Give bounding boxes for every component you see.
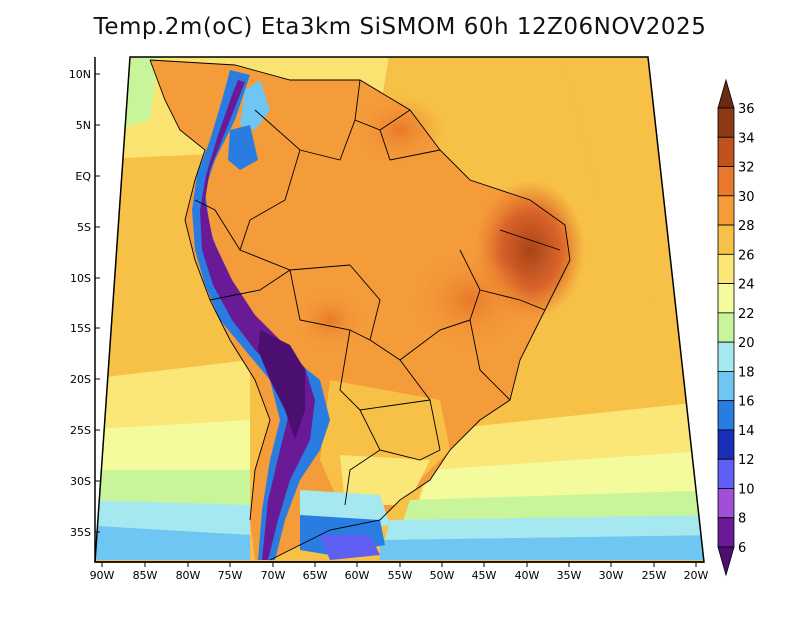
colorbar-segment [717,341,735,372]
altiplano-coldest [258,330,305,440]
colorbar-label: 10 [738,482,755,497]
lon-label-35w: 35W [557,569,582,582]
lon-label-80w: 80W [176,569,201,582]
lon-label-50w: 50W [430,569,455,582]
lat-label-15s: 15S [70,322,91,335]
lat-label-eq: EQ [75,170,91,183]
colorbar-segment [717,253,735,284]
lon-label-45w: 45W [472,569,497,582]
lat-label-30s: 30S [70,475,91,488]
colorbar-segment [717,224,735,255]
lat-label-25s: 25S [70,424,91,437]
colorbar-label: 32 [738,161,755,176]
colorbar-label: 22 [738,307,755,322]
lon-label-30w: 30W [599,569,624,582]
colorbar: 36 34 32 30 28 26 24 22 20 18 16 14 12 10 8 6 [717,78,755,577]
patagonia-colder [320,535,380,560]
colorbar-segment [717,166,735,197]
lat-label-5s: 5S [77,221,91,234]
continent-south-mild [340,455,430,505]
lon-label-65w: 65W [303,569,328,582]
colorbar-segment [717,195,735,226]
colorbar-label: 14 [738,424,755,439]
lon-label-90w: 90W [90,569,115,582]
hotspot-west-central [295,290,365,350]
colorbar-label: 28 [738,219,755,234]
colorbar-segment [717,458,735,489]
colorbar-label: 30 [738,190,755,205]
colorbar-segment [717,312,735,343]
ocean-pacific-colder [95,525,250,560]
lon-label-55w: 55W [388,569,413,582]
lat-label-5n: 5N [76,119,91,132]
lon-label-85w: 85W [133,569,158,582]
hotspot-north [355,95,445,165]
colorbar-label: 8 [738,512,746,527]
venezuela-highlands [240,80,270,130]
lon-label-75w: 75W [218,569,243,582]
longitude-axis: 90W 85W 80W 75W 70W 65W 60W 55W 50W 45W … [90,562,709,582]
lon-label-25w: 25W [642,569,667,582]
colorbar-segment [717,400,735,431]
map-field [95,57,704,562]
lon-label-20w: 20W [684,569,709,582]
hotspot-central [410,250,530,350]
colorbar-segment [717,517,735,548]
colorbar-segment [717,283,735,314]
colorbar-segment [717,370,735,402]
lat-label-10s: 10S [70,272,91,285]
lon-label-70w: 70W [261,569,286,582]
colorbar-bottom-arrow [717,546,735,577]
colorbar-top-arrow [717,78,735,109]
colorbar-segment [717,136,735,167]
colorbar-label: 34 [738,131,755,146]
colorbar-segment [717,488,735,519]
colorbar-label: 36 [738,102,755,117]
country-borders [149,59,571,561]
lat-label-10n: 10N [69,68,91,81]
lon-label-60w: 60W [345,569,370,582]
lat-label-35s: 35S [70,526,91,539]
colorbar-segment [717,429,735,460]
colorbar-label: 20 [738,336,755,351]
ocean-atlantic-colder [380,535,704,560]
map-title: Temp.2m(oC) Eta3km SiSMOM 60h 12Z06NOV20… [93,14,707,40]
colorbar-label: 26 [738,248,755,263]
lon-label-40w: 40W [515,569,540,582]
latitude-axis: 10N 5N EQ 5S 10S 15S 20S 25S 30S 35S [69,68,100,539]
colorbar-label: 16 [738,395,755,410]
colorbar-label: 6 [738,541,746,556]
colorbar-label: 24 [738,278,755,293]
colombia-andes [228,125,258,170]
colorbar-segment [717,107,735,138]
colorbar-label: 18 [738,365,755,380]
lat-label-20s: 20S [70,373,91,386]
andes-cold [200,80,315,560]
colorbar-label: 12 [738,453,755,468]
